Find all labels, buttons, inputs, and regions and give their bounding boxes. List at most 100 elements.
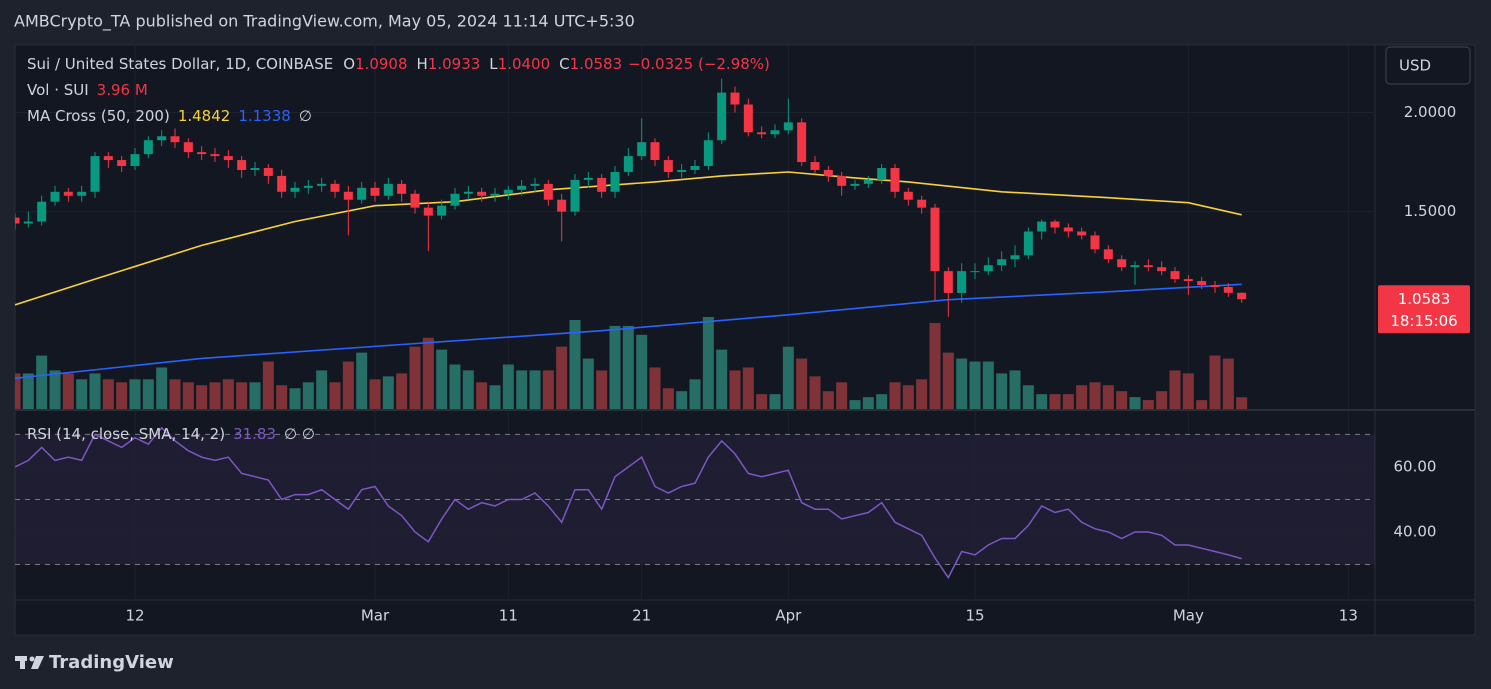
candle-body bbox=[1183, 279, 1193, 282]
candle-body bbox=[957, 271, 967, 293]
candle-body bbox=[823, 169, 833, 176]
candle-body bbox=[170, 136, 180, 143]
candle-body bbox=[770, 130, 780, 135]
candle-body bbox=[90, 156, 100, 192]
candle-body bbox=[970, 271, 980, 273]
candle-body bbox=[103, 156, 113, 161]
volume-bar bbox=[529, 370, 541, 409]
candle-body bbox=[303, 185, 313, 188]
volume-bar bbox=[276, 385, 288, 409]
volume-bar bbox=[676, 391, 688, 409]
candle-body bbox=[757, 132, 767, 135]
volume-bar bbox=[316, 370, 328, 409]
candle-body bbox=[677, 169, 687, 172]
ma-extra: ∅ bbox=[299, 107, 312, 125]
candle-body bbox=[463, 191, 473, 194]
candle-body bbox=[530, 183, 540, 186]
volume-bar bbox=[222, 379, 234, 409]
volume-bar bbox=[182, 382, 194, 409]
volume-bar bbox=[129, 379, 141, 409]
y-tick-label: 1.5000 bbox=[1404, 202, 1457, 220]
y-tick-label: 40.00 bbox=[1394, 523, 1437, 541]
volume-bar bbox=[689, 379, 701, 409]
volume-bar bbox=[662, 388, 674, 409]
volume-bar bbox=[649, 367, 661, 409]
volume-bar bbox=[449, 364, 461, 409]
y-tick-label: 2.0000 bbox=[1404, 103, 1457, 121]
volume-bar bbox=[996, 373, 1008, 409]
volume-bar bbox=[1182, 373, 1194, 409]
candle-body bbox=[117, 160, 127, 167]
ohlc-value: 1.0908 bbox=[355, 55, 408, 73]
volume-bar bbox=[516, 370, 528, 409]
volume-bar bbox=[462, 370, 474, 409]
currency-button[interactable] bbox=[1385, 46, 1471, 85]
candle-body bbox=[1010, 255, 1020, 260]
candle-body bbox=[717, 92, 727, 141]
volume-bar bbox=[302, 382, 314, 409]
volume-bar bbox=[742, 367, 754, 409]
volume-bar bbox=[862, 397, 874, 409]
candle-body bbox=[1143, 265, 1153, 268]
volume-bar bbox=[1049, 394, 1061, 409]
volume-bar bbox=[22, 373, 34, 409]
ohlc-value: 1.0400 bbox=[498, 55, 551, 73]
candle-body bbox=[197, 152, 207, 155]
legend-title: Sui / United States Dollar, 1D, COINBASE… bbox=[27, 55, 770, 73]
volume-bar bbox=[1089, 382, 1101, 409]
x-tick-label: 12 bbox=[125, 607, 144, 625]
volume-bar bbox=[556, 346, 568, 409]
candle-body bbox=[610, 171, 620, 192]
candle-body bbox=[63, 191, 73, 196]
volume-bar bbox=[1196, 400, 1208, 409]
x-tick-label: 13 bbox=[1339, 607, 1358, 625]
volume-bar bbox=[102, 379, 114, 409]
candle-body bbox=[917, 199, 927, 208]
candle-body bbox=[850, 183, 860, 186]
volume-bar bbox=[142, 379, 154, 409]
candle-body bbox=[330, 183, 340, 192]
ma-value: 1.1338 bbox=[238, 107, 291, 125]
candle-body bbox=[1237, 292, 1247, 300]
volume-bar bbox=[169, 379, 181, 409]
volume-bar bbox=[716, 349, 728, 409]
volume-bar bbox=[889, 382, 901, 409]
volume-bar bbox=[729, 370, 741, 409]
volume-bar bbox=[62, 373, 74, 409]
volume-bar bbox=[89, 373, 101, 409]
candle-body bbox=[237, 160, 247, 170]
volume-bar bbox=[1156, 391, 1168, 409]
candle-body bbox=[623, 156, 633, 172]
candle-body bbox=[223, 156, 233, 161]
x-tick-label: 11 bbox=[499, 607, 518, 625]
volume-bar bbox=[76, 379, 88, 409]
volume-bar bbox=[929, 322, 941, 409]
chart-frame bbox=[14, 44, 1476, 636]
candle-body bbox=[397, 183, 407, 194]
volume-bar bbox=[1169, 370, 1181, 409]
volume-bar bbox=[436, 349, 448, 409]
volume-bar bbox=[396, 373, 408, 409]
candle-body bbox=[703, 140, 713, 167]
candle-body bbox=[50, 191, 60, 202]
candle-body bbox=[997, 259, 1007, 266]
candle-body bbox=[157, 136, 167, 141]
candle-body bbox=[263, 167, 273, 176]
candle-body bbox=[583, 177, 593, 180]
volume-bar bbox=[1022, 385, 1034, 409]
candle-body bbox=[983, 265, 993, 272]
candle-body bbox=[23, 221, 33, 224]
candle-body bbox=[1170, 271, 1180, 280]
volume-bar bbox=[1142, 400, 1154, 409]
countdown-label: 18:15:06 bbox=[1390, 312, 1457, 330]
candle-body bbox=[250, 167, 260, 170]
candle-body bbox=[1063, 227, 1073, 232]
candle-body bbox=[1223, 287, 1233, 293]
volume-bar bbox=[236, 382, 248, 409]
candle-body bbox=[450, 193, 460, 206]
rsi-line bbox=[15, 426, 1242, 580]
candle-body bbox=[543, 183, 553, 200]
volume-bar bbox=[702, 317, 714, 409]
volume-bar bbox=[796, 358, 808, 409]
